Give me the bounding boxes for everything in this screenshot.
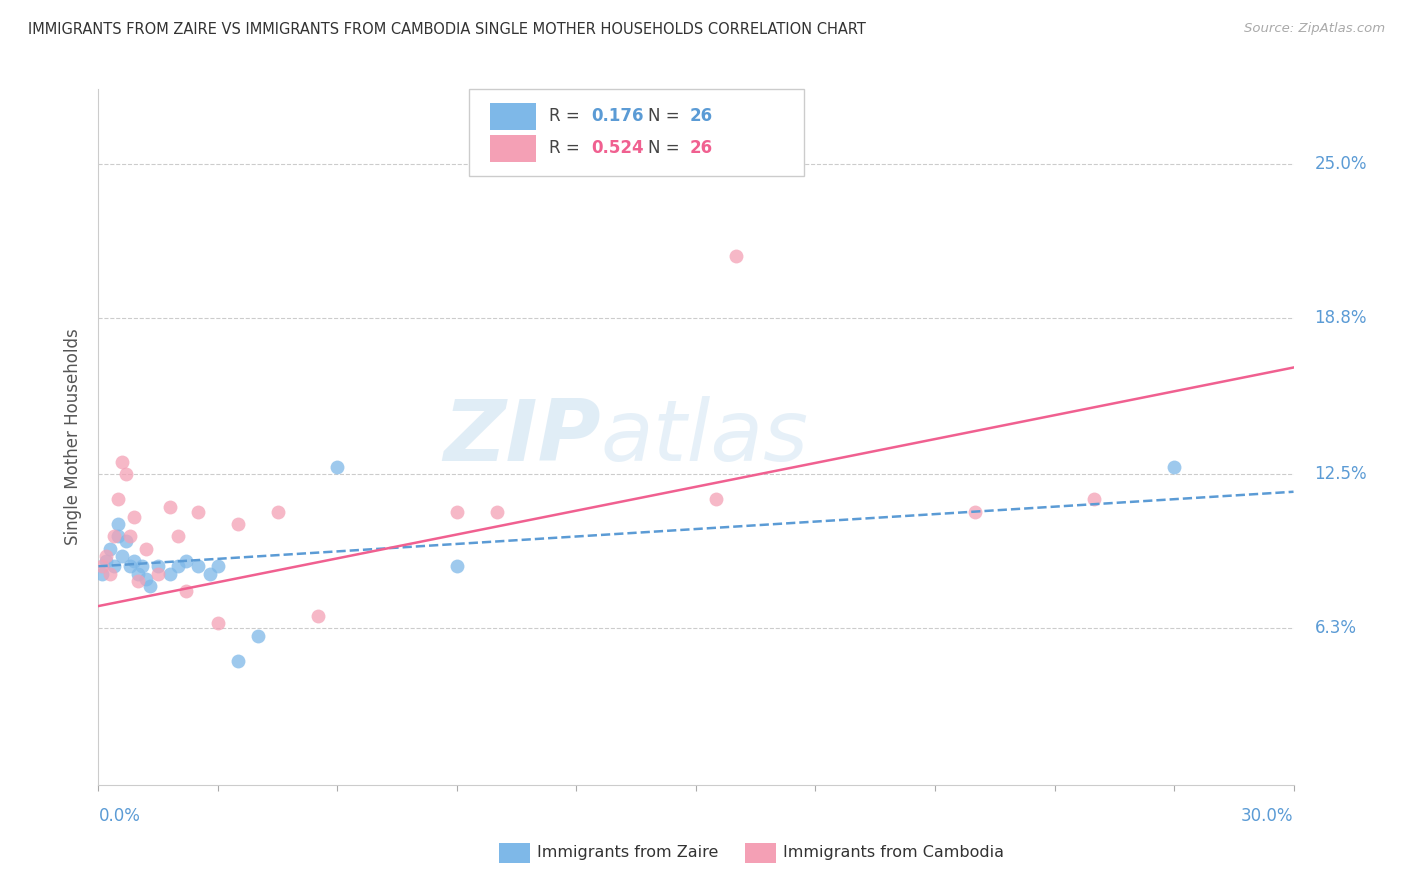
Point (307, 609, 329, 624)
Point (226, 654, 249, 668)
Point (131, 559, 153, 574)
Point (148, 559, 170, 574)
Point (96, 549, 118, 564)
Point (207, 559, 229, 574)
FancyBboxPatch shape (491, 135, 536, 161)
Text: R =: R = (548, 107, 585, 126)
Point (326, 459, 349, 474)
Text: IMMIGRANTS FROM ZAIRE VS IMMIGRANTS FROM CAMBODIA SINGLE MOTHER HOUSEHOLDS CORRE: IMMIGRANTS FROM ZAIRE VS IMMIGRANTS FROM… (28, 22, 866, 37)
Point (127, 566, 149, 581)
Point (124, 554, 146, 568)
Point (120, 529, 142, 543)
Point (446, 559, 468, 574)
Point (135, 541, 157, 556)
Point (187, 559, 209, 574)
Text: 0.0%: 0.0% (98, 807, 141, 825)
Point (98, 566, 122, 581)
Point (115, 467, 138, 482)
Text: 26: 26 (690, 139, 713, 157)
Point (139, 579, 162, 593)
Point (103, 559, 125, 574)
Text: Immigrants from Zaire: Immigrants from Zaire (537, 846, 718, 860)
Text: atlas: atlas (600, 395, 808, 479)
Point (1163, 459, 1185, 474)
Text: 12.5%: 12.5% (1315, 466, 1367, 483)
Y-axis label: Single Mother Households: Single Mother Households (65, 329, 83, 545)
Point (107, 516, 129, 531)
FancyBboxPatch shape (470, 89, 804, 177)
Point (148, 566, 170, 581)
Point (167, 559, 190, 574)
Point (174, 554, 197, 568)
Point (124, 509, 146, 524)
Text: 30.0%: 30.0% (1241, 807, 1294, 825)
Point (135, 572, 157, 586)
Point (98, 541, 122, 556)
Point (167, 529, 190, 543)
Point (115, 534, 138, 549)
Point (96, 554, 118, 568)
Point (103, 529, 125, 543)
Point (226, 516, 249, 531)
Point (127, 574, 149, 589)
Text: 26: 26 (690, 107, 713, 126)
Point (704, 492, 727, 507)
Text: 18.8%: 18.8% (1315, 309, 1367, 326)
Text: ZIP: ZIP (443, 395, 600, 479)
Point (724, 249, 747, 263)
Text: R =: R = (548, 139, 585, 157)
Text: 6.3%: 6.3% (1315, 619, 1357, 638)
Point (159, 566, 181, 581)
Point (107, 492, 129, 507)
Point (187, 505, 209, 519)
Point (963, 505, 986, 519)
Text: 25.0%: 25.0% (1315, 154, 1367, 173)
Point (159, 500, 181, 514)
Text: N =: N = (648, 107, 685, 126)
Point (1083, 492, 1105, 507)
Point (207, 616, 229, 631)
Text: Immigrants from Cambodia: Immigrants from Cambodia (783, 846, 1004, 860)
Point (111, 549, 134, 564)
Point (198, 566, 221, 581)
Text: Source: ZipAtlas.com: Source: ZipAtlas.com (1244, 22, 1385, 36)
Point (246, 629, 269, 643)
Point (91, 566, 114, 581)
Point (120, 559, 142, 574)
Text: 0.176: 0.176 (591, 107, 644, 126)
Text: 0.524: 0.524 (591, 139, 644, 157)
Point (485, 505, 508, 519)
Point (267, 505, 290, 519)
Point (174, 584, 197, 599)
Text: N =: N = (648, 139, 685, 157)
Point (91, 559, 114, 574)
Point (446, 505, 468, 519)
Point (107, 529, 129, 543)
Point (111, 455, 134, 469)
FancyBboxPatch shape (491, 103, 536, 129)
